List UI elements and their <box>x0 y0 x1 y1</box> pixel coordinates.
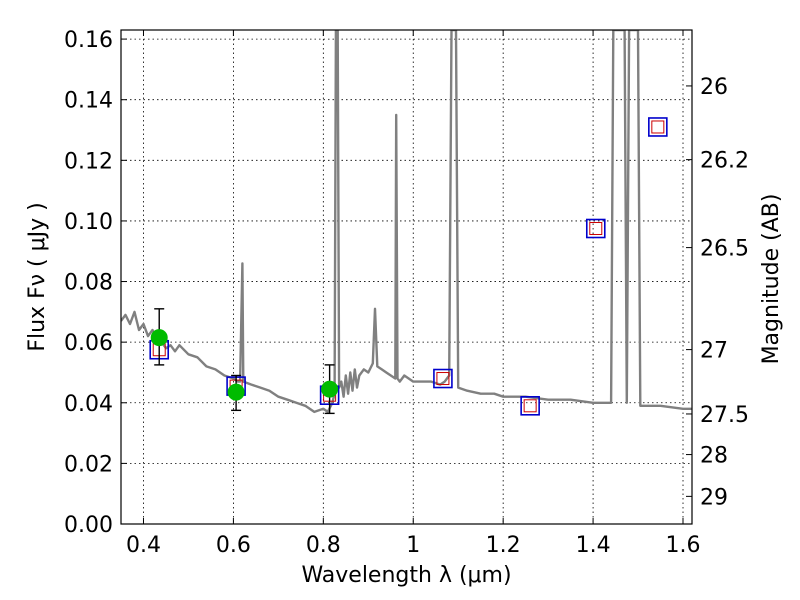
y-tick-label: 0.12 <box>64 149 113 174</box>
y-tick-label: 0.04 <box>64 392 113 417</box>
y-tick-label: 0.14 <box>64 89 113 114</box>
grid-layer <box>121 30 692 524</box>
y2-tick-label: 29 <box>700 485 728 510</box>
marker-layer <box>149 117 668 416</box>
y-tick-label: 0.16 <box>64 28 113 53</box>
synthetic-flux-inner-square <box>523 399 537 413</box>
y2-tick-label: 28 <box>700 444 728 469</box>
plot-frame <box>120 29 693 525</box>
y-tick-label: 0.06 <box>64 331 113 356</box>
model-spectrum-layer <box>121 30 692 414</box>
y2-tick-label: 26 <box>700 75 728 100</box>
y-tick-label: 0.08 <box>64 271 113 296</box>
x-tick-label: 0.8 <box>306 533 341 558</box>
observed-flux-point <box>321 380 339 398</box>
y-axis-label: Flux Fν ( μJy ) <box>25 202 50 351</box>
synthetic-flux-square <box>433 368 453 389</box>
y-tick-label: 0.00 <box>64 513 113 538</box>
x-tick-label: 1.6 <box>666 533 701 558</box>
y2-tick-label: 26.5 <box>700 237 749 262</box>
x-tick-label: 0.6 <box>216 533 251 558</box>
synthetic-flux-square <box>520 396 540 416</box>
y-tick-label: 0.10 <box>64 210 113 235</box>
observed-flux-point <box>227 383 245 401</box>
model-spectrum-line <box>121 30 692 414</box>
x-tick-label: 0.4 <box>126 533 161 558</box>
synthetic-flux-square <box>648 117 668 137</box>
y2-tick-label: 26.2 <box>700 149 749 174</box>
x-tick-label: 1 <box>406 533 420 558</box>
synthetic-flux-square <box>585 218 606 239</box>
observed-flux-point <box>150 329 168 347</box>
synthetic-flux-inner-square <box>651 120 665 134</box>
x-tick-label: 1.4 <box>576 533 611 558</box>
synthetic-flux-inner-square <box>436 372 450 386</box>
x-tick-label: 1.2 <box>486 533 521 558</box>
y2-tick-label: 27 <box>700 339 728 364</box>
y2-tick-label: 27.5 <box>700 403 749 428</box>
synthetic-flux-inner-square <box>589 222 603 236</box>
x-axis-label: Wavelength λ (μm) <box>301 563 511 588</box>
y-tick-label: 0.02 <box>64 452 113 477</box>
tick-layer: 0.4 0.6 0.8 1 1.2 1.4 1.6 0.00 0.02 0.04 0.06 0.08 0… <box>64 28 749 558</box>
y2-axis-label: Magnitude (AB) <box>759 194 784 365</box>
